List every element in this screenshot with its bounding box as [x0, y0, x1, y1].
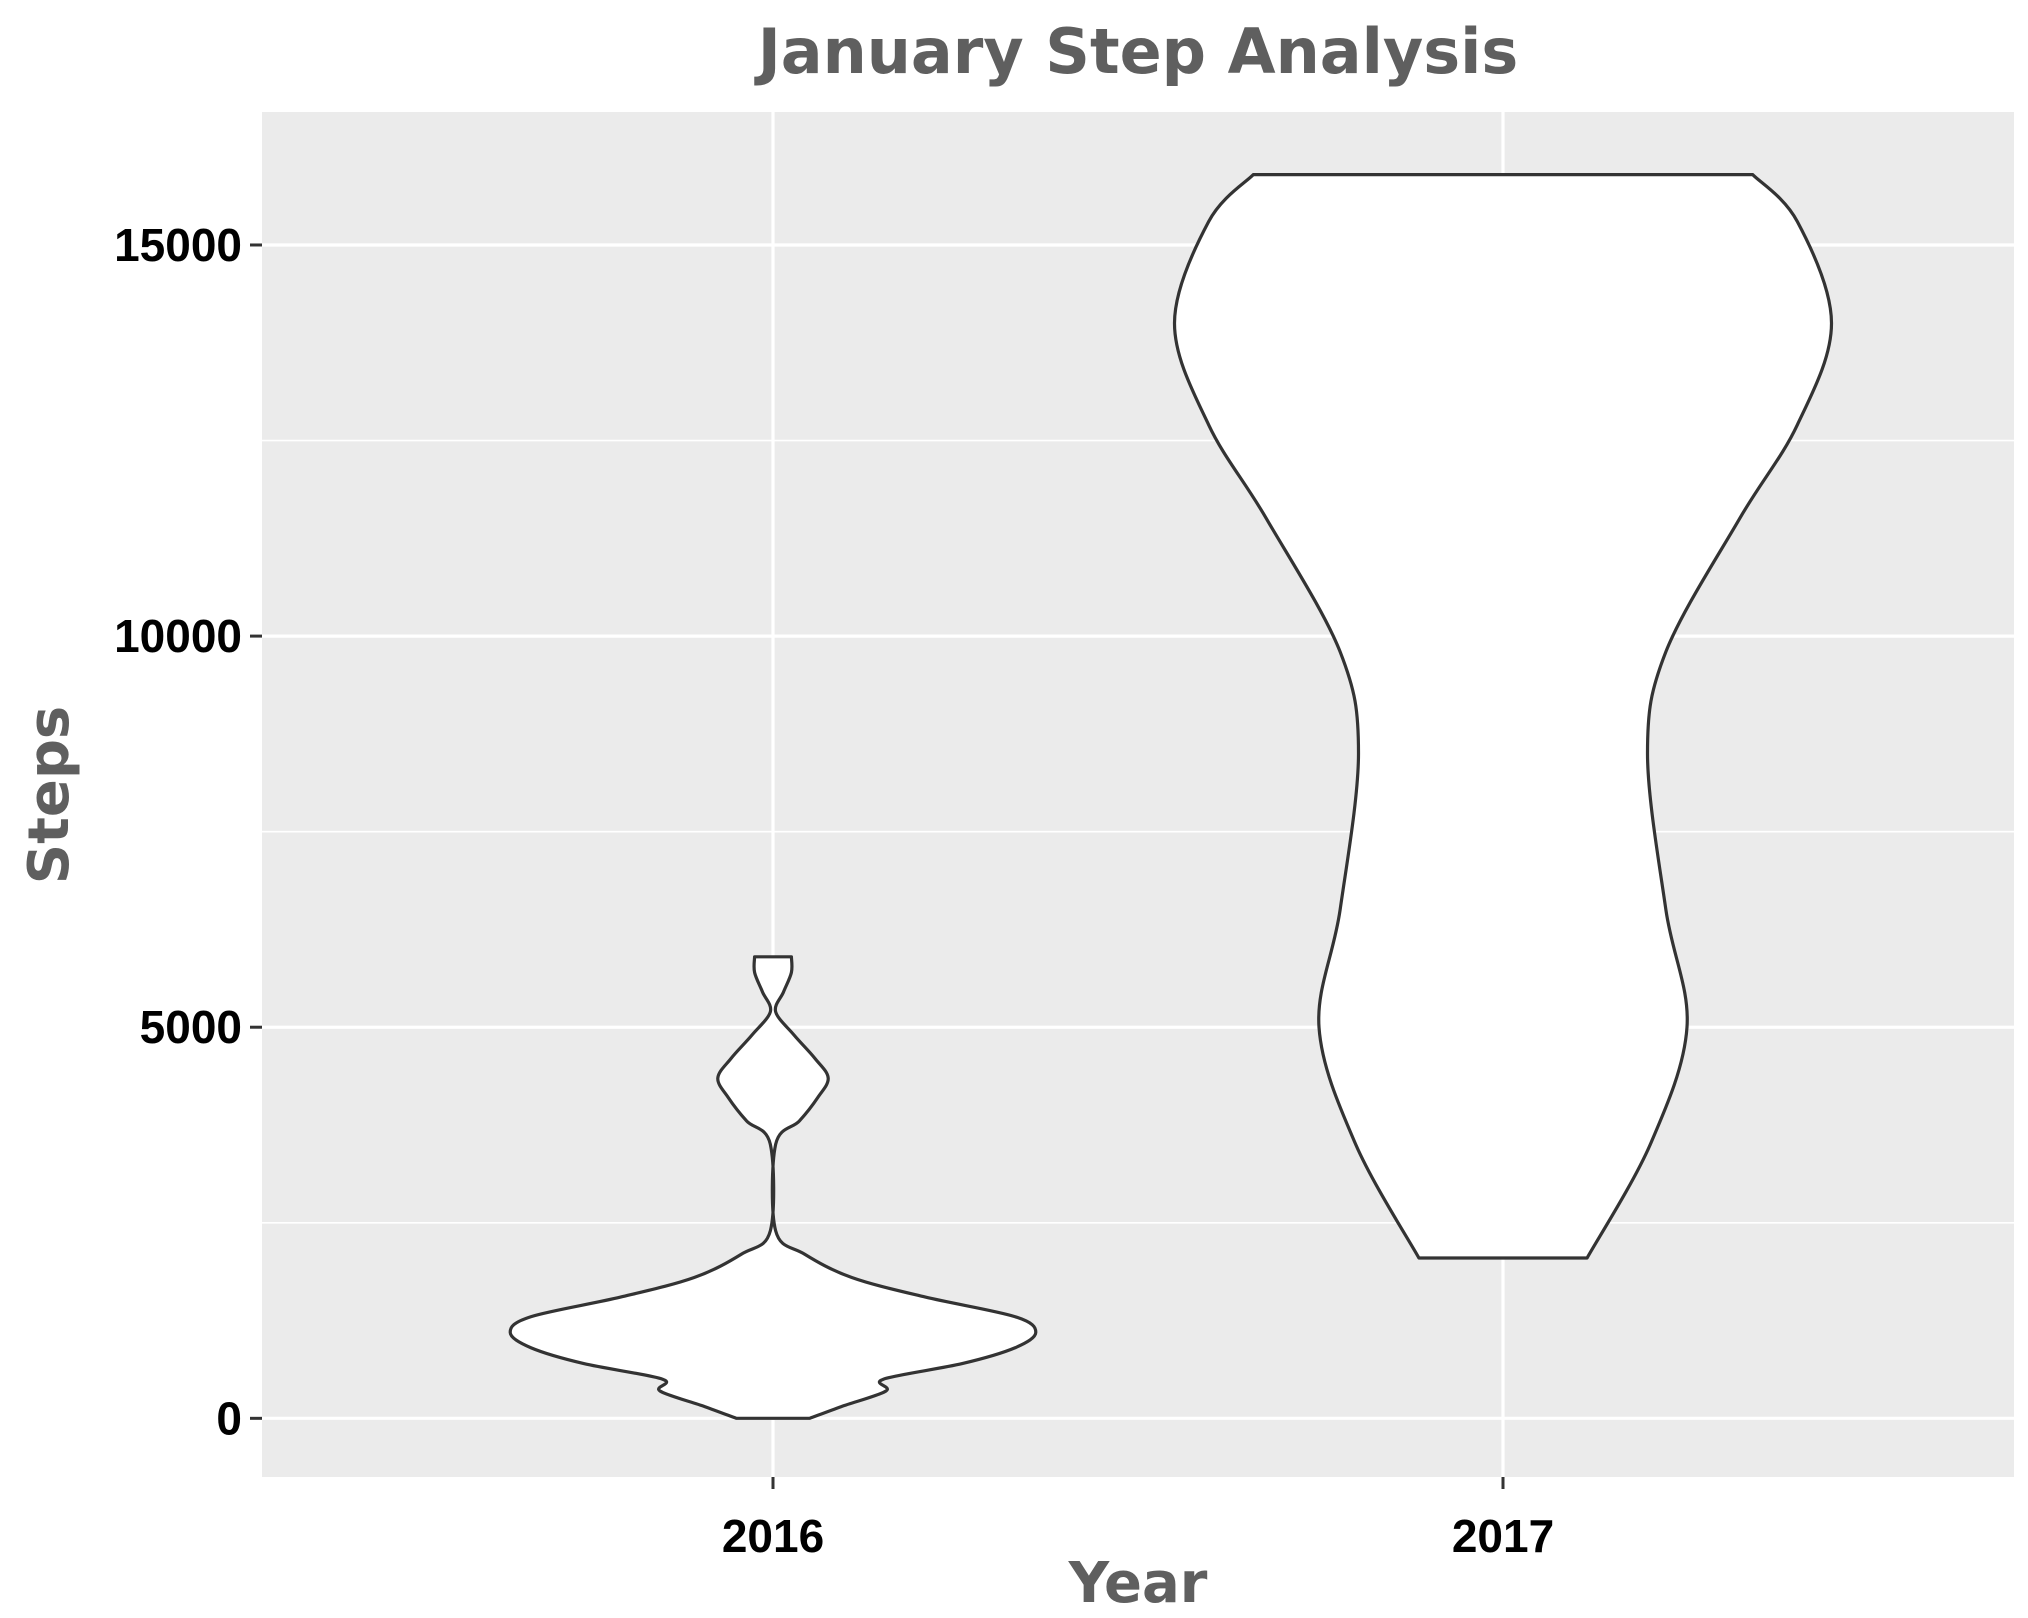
violin-2017: [1172, 173, 1834, 1260]
y-tick-label: 10000: [114, 610, 242, 662]
y-tick-label: 15000: [114, 219, 242, 271]
x-tick-label: 2016: [722, 1510, 824, 1562]
y-tick-label: 0: [216, 1392, 242, 1444]
chart-title: January Step Analysis: [754, 15, 1519, 88]
violin-2016: [508, 955, 1038, 1420]
axes: 0 5000 10000 15000 2016 2017: [114, 219, 1554, 1562]
y-tick-label: 5000: [140, 1001, 242, 1053]
x-axis-title: Year: [1068, 1551, 1208, 1616]
violins: [508, 173, 1834, 1420]
y-axis-title: Steps: [17, 706, 82, 885]
x-tick-label: 2017: [1452, 1510, 1554, 1562]
